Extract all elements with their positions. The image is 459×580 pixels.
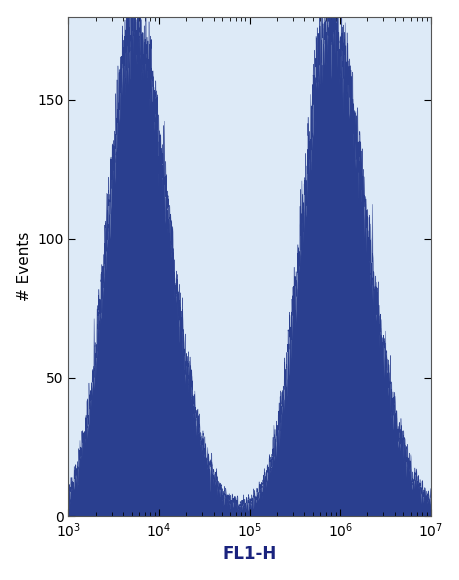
Y-axis label: # Events: # Events xyxy=(17,232,32,301)
X-axis label: FL1-H: FL1-H xyxy=(222,545,276,563)
